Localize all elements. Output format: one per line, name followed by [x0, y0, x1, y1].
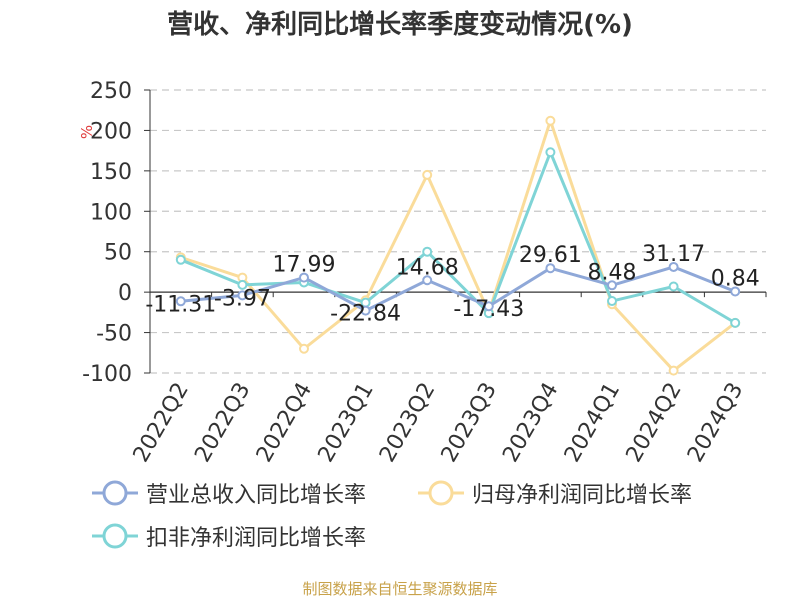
data-point	[422, 275, 433, 286]
data-point	[668, 261, 679, 272]
x-tick-label: 2022Q2	[129, 379, 194, 467]
data-label: -3.97	[214, 286, 271, 311]
data-point	[730, 317, 741, 328]
legend-label-net-profit: 归母净利润同比增长率	[472, 483, 693, 508]
data-label: 14.68	[396, 255, 459, 280]
legend-swatch-revenue	[92, 480, 138, 506]
data-point	[175, 254, 186, 265]
series-line-0	[180, 265, 736, 313]
x-tick-label: 2024Q2	[621, 379, 686, 467]
data-point	[483, 301, 494, 312]
legend-swatch-deducted-profit	[92, 523, 138, 549]
x-tick-label: 2023Q3	[437, 379, 502, 467]
legend-item-deducted-profit[interactable]: 扣非净利润同比增长率	[92, 521, 366, 551]
legend-item-revenue[interactable]: 营业总收入同比增长率	[92, 478, 366, 508]
data-point	[299, 343, 309, 354]
source-note: 制图数据来自恒生聚源数据库	[302, 580, 498, 598]
data-point	[545, 263, 556, 274]
data-point	[422, 169, 433, 180]
data-point	[607, 296, 617, 307]
data-label: -11.31	[145, 292, 216, 317]
data-point	[545, 115, 556, 126]
x-tick-label: 2023Q1	[313, 379, 378, 467]
y-tick-label: -50	[96, 322, 132, 347]
data-point	[730, 286, 741, 297]
data-label: 8.48	[588, 260, 637, 285]
y-tick-label: 50	[104, 241, 132, 266]
data-point	[607, 280, 617, 291]
y-tick-label: 250	[90, 79, 132, 104]
legend-item-net-profit[interactable]: 归母净利润同比增长率	[418, 478, 692, 508]
data-label: -22.84	[330, 302, 401, 327]
series-line-2	[180, 150, 736, 325]
x-tick-label: 2023Q4	[498, 379, 563, 467]
y-tick-label: 0	[118, 281, 132, 306]
data-point	[668, 365, 679, 376]
data-label: 31.17	[642, 242, 705, 267]
y-tick-label: 100	[90, 200, 132, 225]
y-tick-label: -100	[82, 362, 132, 387]
x-tick-label: 2022Q4	[252, 379, 317, 467]
series-line-1	[180, 119, 737, 373]
x-tick-label: 2024Q3	[683, 379, 748, 467]
legend-swatch-net-profit	[418, 480, 464, 506]
x-tick-label: 2022Q3	[190, 379, 255, 467]
y-axis-unit: %	[78, 125, 96, 139]
data-point	[237, 290, 248, 301]
data-point	[237, 279, 248, 290]
data-point	[175, 296, 186, 307]
data-point	[422, 246, 433, 257]
legend-label-revenue: 营业总收入同比增长率	[146, 483, 367, 508]
y-tick-label: 200	[90, 119, 132, 144]
data-label: -17.43	[453, 297, 524, 322]
data-point	[360, 305, 371, 316]
data-label: 0.84	[711, 266, 760, 291]
data-label: 29.61	[519, 243, 582, 268]
data-point	[545, 147, 556, 158]
x-tick-label: 2023Q2	[375, 379, 440, 467]
chart-title: 营收、净利同比增长率季度变动情况(%)	[167, 10, 633, 40]
x-tick-label: 2024Q1	[560, 379, 625, 467]
legend-label-deducted-profit: 扣非净利润同比增长率	[146, 526, 367, 551]
data-point	[299, 272, 309, 283]
data-point	[668, 281, 679, 292]
y-tick-label: 150	[90, 160, 132, 185]
data-label: 17.99	[273, 253, 336, 278]
